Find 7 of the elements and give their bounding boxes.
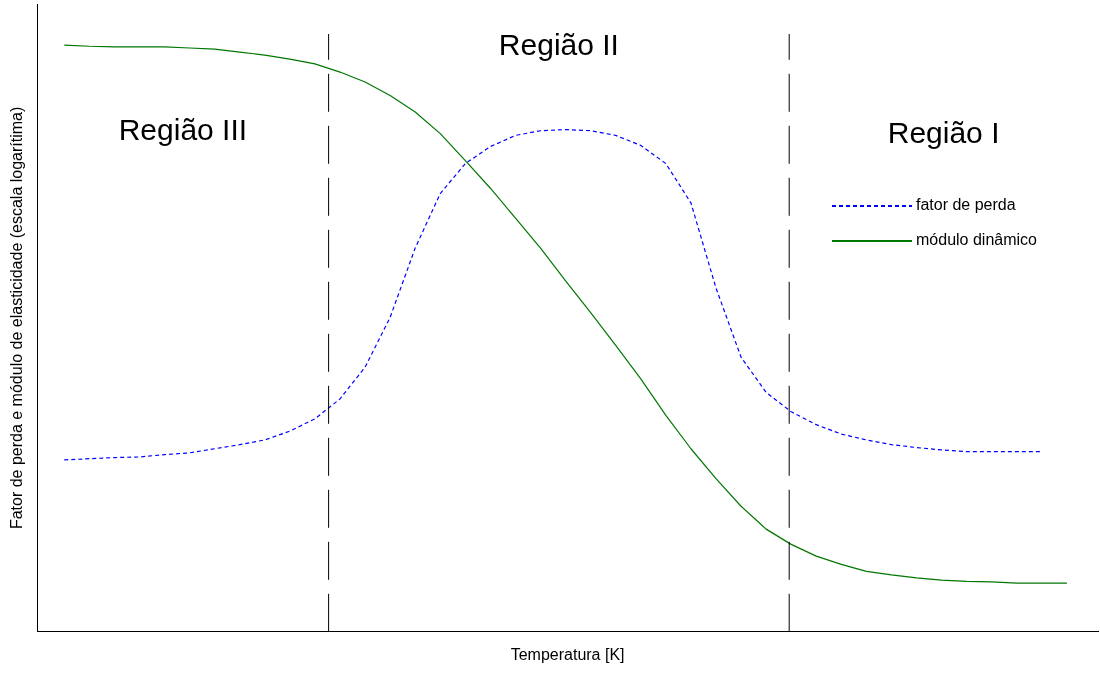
annotation: Região III [118, 113, 248, 147]
x-axis-title: Temperatura [K] [510, 645, 625, 663]
annotation: Região I [887, 116, 1000, 150]
y-axis-title: Fator de perda e módulo de elasticidade (escala logarítima) [8, 106, 26, 530]
legend-label: fator de perda [916, 196, 1016, 214]
legend-label: módulo dinâmico [916, 231, 1038, 249]
annotation: Região II [498, 28, 619, 62]
